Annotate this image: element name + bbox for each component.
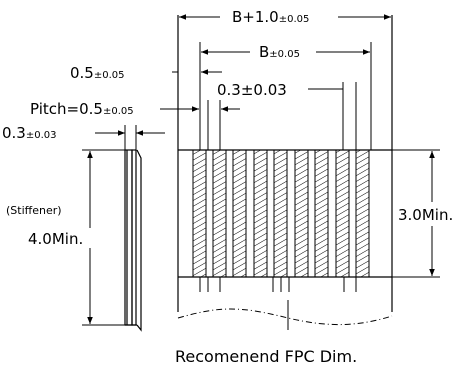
contact-pads [193,150,369,277]
contact-pad [193,150,206,277]
side-view-fpc-layer [132,150,136,325]
contact-ticks [200,277,356,292]
contact-pad [336,150,349,277]
contact-pad [295,150,308,277]
trace-width-label: 0.3±0.03 [217,81,287,99]
stiffener-length-label: 4.0Min. [28,230,83,248]
b-width-label: B±0.05 [259,43,300,61]
side-thickness-label: 0.3±0.03 [2,124,57,142]
contact-length-label: 3.0Min. [398,206,453,224]
stiffener-length-dimension [82,150,125,325]
contact-pad [356,150,369,277]
drawing-title: Recomenend FPC Dim. [175,347,357,366]
edge-offset-label: 0.5±0.05 [70,64,125,82]
side-view-edge [137,150,141,330]
contact-pad [213,150,226,277]
pitch-label: Pitch=0.5±0.05 [30,100,134,118]
side-view [125,150,141,330]
overall-width-label: B+1.0±0.05 [232,8,309,26]
contact-pad [274,150,287,277]
side-view-stiffener-body [125,150,132,325]
break-line [178,309,392,325]
stiffener-label: (Stiffener) [6,204,62,217]
contact-pad [315,150,328,277]
contact-pad [233,150,246,277]
contact-pad [254,150,267,277]
side-thickness-dimension [95,125,165,150]
